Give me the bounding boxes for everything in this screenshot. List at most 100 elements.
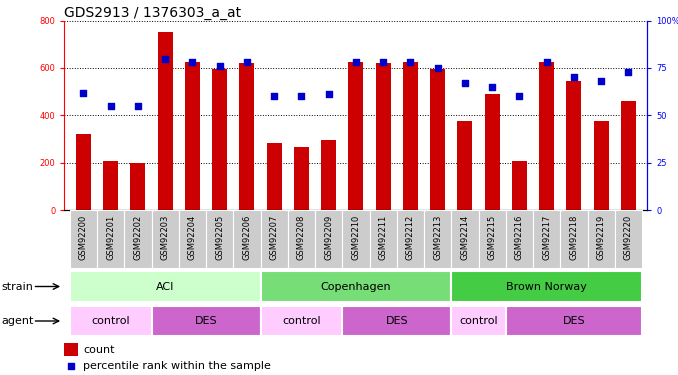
Bar xyxy=(566,81,582,210)
Text: GSM92218: GSM92218 xyxy=(570,214,578,260)
Point xyxy=(296,93,307,99)
Text: percentile rank within the sample: percentile rank within the sample xyxy=(83,361,271,371)
Bar xyxy=(103,162,118,210)
Bar xyxy=(615,210,642,268)
Text: count: count xyxy=(83,345,115,355)
Bar xyxy=(424,210,452,268)
Bar xyxy=(185,62,200,210)
Bar xyxy=(452,210,479,268)
Bar xyxy=(506,210,533,268)
Point xyxy=(133,103,144,109)
Bar xyxy=(152,306,260,336)
Point xyxy=(568,75,579,81)
Text: control: control xyxy=(92,316,130,326)
Bar xyxy=(370,210,397,268)
Text: GSM92208: GSM92208 xyxy=(297,214,306,260)
Bar xyxy=(342,306,452,336)
Bar xyxy=(294,147,309,210)
Text: GSM92202: GSM92202 xyxy=(134,214,142,260)
Text: DES: DES xyxy=(563,316,585,326)
Bar xyxy=(431,69,445,210)
Bar xyxy=(70,210,97,268)
Point xyxy=(405,59,416,65)
Text: agent: agent xyxy=(1,316,34,326)
Text: control: control xyxy=(459,316,498,326)
Bar xyxy=(485,94,500,210)
Text: GSM92205: GSM92205 xyxy=(215,214,224,260)
Bar xyxy=(70,271,260,302)
Point xyxy=(241,59,252,65)
Bar xyxy=(260,271,452,302)
Bar xyxy=(158,33,173,210)
Text: GSM92210: GSM92210 xyxy=(351,214,361,260)
Bar xyxy=(594,121,609,210)
Text: ACI: ACI xyxy=(156,282,174,291)
Text: GSM92206: GSM92206 xyxy=(243,214,252,260)
Bar xyxy=(260,306,342,336)
Point xyxy=(351,59,361,65)
Text: GSM92200: GSM92200 xyxy=(79,214,88,260)
Bar xyxy=(64,344,78,355)
Text: GSM92211: GSM92211 xyxy=(379,214,388,260)
Bar xyxy=(315,210,342,268)
Text: GSM92219: GSM92219 xyxy=(597,214,605,260)
Point xyxy=(323,92,334,98)
Bar xyxy=(70,306,152,336)
Bar xyxy=(621,101,636,210)
Bar xyxy=(506,306,642,336)
Point xyxy=(187,59,198,65)
Text: DES: DES xyxy=(386,316,408,326)
Point xyxy=(290,290,301,296)
Text: strain: strain xyxy=(1,282,33,291)
Point xyxy=(160,56,171,62)
Text: GSM92201: GSM92201 xyxy=(106,214,115,260)
Point xyxy=(268,93,279,99)
Text: GSM92212: GSM92212 xyxy=(406,214,415,260)
Point xyxy=(105,103,116,109)
Text: GDS2913 / 1376303_a_at: GDS2913 / 1376303_a_at xyxy=(64,6,241,20)
Text: Brown Norway: Brown Norway xyxy=(506,282,587,291)
Text: GSM92220: GSM92220 xyxy=(624,214,633,260)
Text: GSM92204: GSM92204 xyxy=(188,214,197,260)
Point xyxy=(514,93,525,99)
Point xyxy=(78,90,89,96)
Bar xyxy=(533,210,560,268)
Bar xyxy=(212,69,227,210)
Text: control: control xyxy=(282,316,321,326)
Point xyxy=(596,78,607,84)
Bar xyxy=(348,62,363,210)
Text: GSM92216: GSM92216 xyxy=(515,214,524,260)
Bar xyxy=(130,163,146,210)
Bar xyxy=(479,210,506,268)
Text: GSM92214: GSM92214 xyxy=(460,214,469,260)
Bar xyxy=(239,63,254,210)
Text: Copenhagen: Copenhagen xyxy=(321,282,391,291)
Point xyxy=(460,80,471,86)
Bar xyxy=(452,271,642,302)
Bar xyxy=(539,62,554,210)
Bar xyxy=(97,210,124,268)
Text: DES: DES xyxy=(195,316,218,326)
Bar xyxy=(321,140,336,210)
Bar xyxy=(260,210,288,268)
Bar xyxy=(403,62,418,210)
Point xyxy=(214,63,225,69)
Text: GSM92215: GSM92215 xyxy=(487,214,497,260)
Text: GSM92209: GSM92209 xyxy=(324,214,333,260)
Bar xyxy=(342,210,370,268)
Bar xyxy=(397,210,424,268)
Bar xyxy=(206,210,233,268)
Bar xyxy=(179,210,206,268)
Point xyxy=(623,69,634,75)
Bar xyxy=(458,121,473,210)
Bar xyxy=(560,210,588,268)
Bar xyxy=(152,210,179,268)
Text: GSM92213: GSM92213 xyxy=(433,214,442,260)
Text: GSM92217: GSM92217 xyxy=(542,214,551,260)
Bar xyxy=(76,134,91,210)
Point xyxy=(433,65,443,71)
Text: GSM92203: GSM92203 xyxy=(161,214,170,260)
Bar xyxy=(288,210,315,268)
Bar xyxy=(512,162,527,210)
Bar xyxy=(588,210,615,268)
